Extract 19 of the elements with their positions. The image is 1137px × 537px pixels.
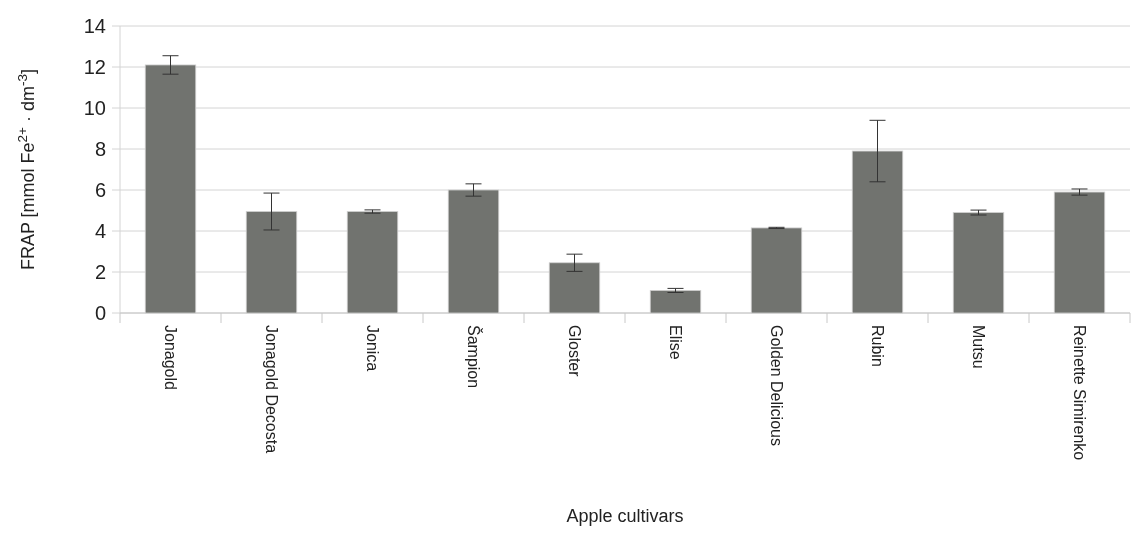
x-tick-label: Šampion <box>464 325 483 389</box>
y-tick-label: 2 <box>94 261 106 283</box>
x-tick-label: Jonica <box>363 325 381 372</box>
y-tick-label: 4 <box>94 220 106 242</box>
y-tick-label: 8 <box>94 138 106 160</box>
x-tick-label: Jonagold Decosta <box>262 325 280 454</box>
x-axis-title: Apple cultivars <box>566 506 684 526</box>
y-tick-label: 10 <box>83 97 106 119</box>
y-tick-label: 14 <box>83 15 106 37</box>
x-tick-label: Mutsu <box>969 325 987 369</box>
y-tick-label: 0 <box>94 302 106 324</box>
y-tick-label: 12 <box>83 56 106 78</box>
x-tick-label: Elise <box>666 325 684 360</box>
x-tick-label: Jonagold <box>161 325 179 390</box>
x-tick-label: Gloster <box>565 325 583 378</box>
x-tick-label: Rubin <box>868 325 886 367</box>
x-tick-label: Reinette Simirenko <box>1070 325 1088 461</box>
y-tick-label: 6 <box>94 179 106 201</box>
x-tick-label: Golden Delicious <box>767 325 785 446</box>
